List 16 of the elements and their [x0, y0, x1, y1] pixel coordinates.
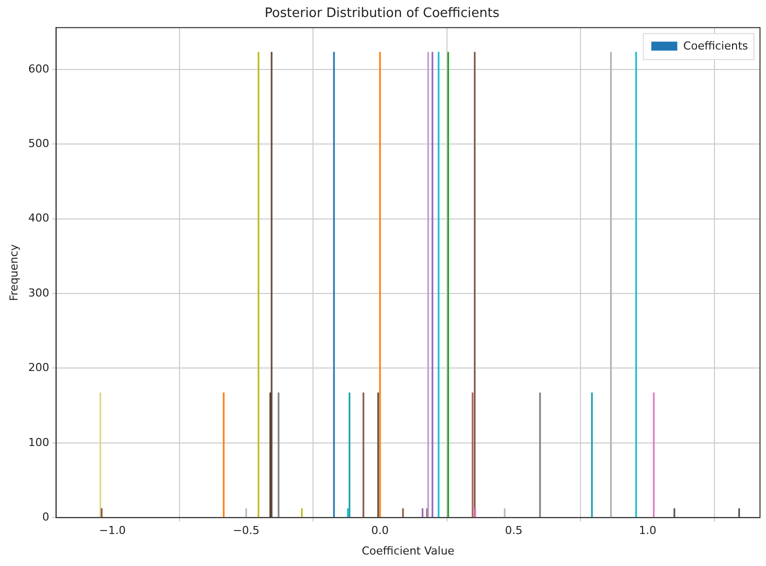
y-tick-label: 100	[28, 436, 50, 449]
chart-title: Posterior Distribution of Coefficients	[264, 6, 500, 22]
y-tick-label: 300	[28, 286, 50, 300]
x-tick-label: 1.0	[638, 524, 656, 538]
x-axis-title: Coefficient Value	[362, 544, 455, 558]
x-tick-label: −1.0	[99, 524, 126, 538]
x-tick-label: 0.0	[371, 524, 389, 538]
y-tick-label: 0	[42, 510, 50, 524]
y-tick-label: 600	[28, 62, 50, 76]
y-axis-title: Frequency	[7, 244, 20, 302]
x-tick-label: −0.5	[232, 524, 260, 538]
y-tick-label: 200	[28, 361, 50, 374]
y-tick-label: 500	[28, 136, 50, 150]
y-tick-label: 400	[28, 212, 50, 225]
legend-label: Coefficients	[683, 39, 748, 52]
x-tick-label: 0.5	[505, 524, 523, 538]
